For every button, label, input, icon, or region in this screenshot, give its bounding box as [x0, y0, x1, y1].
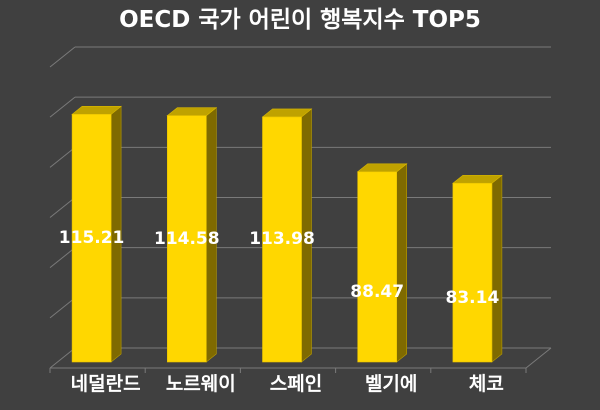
gridline-side [49, 247, 76, 269]
gridline-side [49, 46, 76, 68]
category-label: 네덜란드 [70, 373, 141, 395]
bar-4 [357, 171, 398, 363]
gridline-side [49, 146, 76, 168]
category-label: 체코 [468, 373, 504, 395]
gridline-side [49, 197, 76, 218]
category-label: 노르웨이 [165, 373, 236, 395]
category-label: 스페인 [269, 373, 323, 395]
bar-5 [452, 182, 493, 363]
bar-side-face [396, 163, 408, 363]
value-label: 113.98 [249, 229, 315, 250]
chart-title: OECD 국가 어린이 행복지수 TOP5 [119, 7, 481, 33]
bar-2 [167, 115, 207, 363]
category-label: 벨기에 [364, 373, 418, 395]
bar-side-face [491, 174, 503, 363]
bar-3 [262, 116, 302, 363]
gridline-side [49, 297, 76, 319]
value-label: 115.21 [58, 228, 125, 249]
gridline-side [49, 347, 76, 369]
value-label: 88.47 [350, 281, 405, 302]
value-label: 83.14 [445, 287, 500, 308]
gridline-side [49, 96, 76, 118]
floor-edge [525, 347, 552, 369]
value-label: 114.58 [153, 228, 220, 249]
bar-1 [71, 113, 112, 363]
